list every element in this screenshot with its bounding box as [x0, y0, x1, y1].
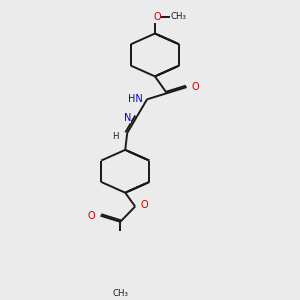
Text: CH₃: CH₃ [112, 289, 128, 298]
Text: H: H [112, 132, 119, 141]
Text: N: N [124, 113, 131, 123]
Text: HN: HN [128, 94, 142, 104]
Text: O: O [153, 12, 161, 22]
Text: O: O [192, 82, 200, 92]
Text: O: O [140, 200, 148, 210]
Text: O: O [88, 211, 95, 221]
Text: CH₃: CH₃ [171, 12, 187, 21]
